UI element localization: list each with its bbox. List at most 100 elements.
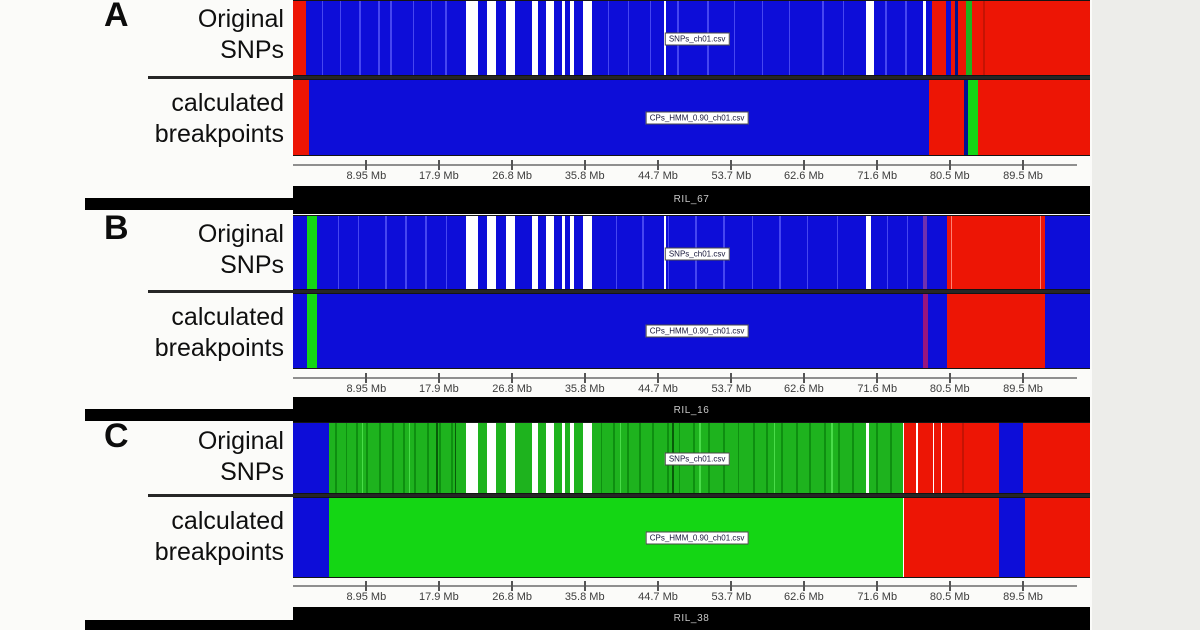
genotype-stripe bbox=[838, 423, 840, 493]
genotype-segment bbox=[316, 294, 924, 368]
genotype-stripe bbox=[454, 423, 456, 493]
genotype-segment bbox=[293, 423, 329, 493]
genotype-segment bbox=[545, 423, 554, 493]
axis-tick-label: 89.5 Mb bbox=[1003, 170, 1043, 182]
genotype-segment bbox=[570, 423, 574, 493]
genotype-stripe bbox=[795, 423, 798, 493]
genotype-stripe bbox=[842, 1, 845, 75]
genotype-segment bbox=[955, 1, 958, 75]
genotype-segment bbox=[532, 423, 539, 493]
genotype-stripe bbox=[355, 423, 358, 493]
axis-tick-label: 44.7 Mb bbox=[638, 383, 678, 395]
genotype-segment bbox=[573, 423, 584, 493]
axis-tick bbox=[511, 160, 514, 170]
genotype-stripe bbox=[852, 423, 855, 493]
axis-tick-label: 35.8 Mb bbox=[564, 591, 605, 603]
axis-ruler bbox=[293, 377, 1077, 379]
track-label: Original SNPs bbox=[60, 4, 284, 66]
genotype-stripe bbox=[366, 423, 369, 493]
genotype-segment bbox=[564, 1, 571, 75]
axis-tick-label: 80.5 Mb bbox=[929, 170, 970, 182]
genotype-segment bbox=[293, 294, 308, 368]
genotype-segment bbox=[514, 216, 533, 289]
genotype-stripe bbox=[619, 423, 622, 493]
genotype-segment bbox=[553, 423, 562, 493]
genotype-segment bbox=[945, 1, 952, 75]
track-label: calculated breakpoints bbox=[60, 88, 284, 150]
axis-tick bbox=[437, 160, 440, 170]
genotype-stripe bbox=[889, 423, 892, 493]
axis-tick bbox=[365, 581, 368, 591]
axis-tick-label: 26.8 Mb bbox=[492, 383, 533, 395]
genotype-segment bbox=[583, 423, 592, 493]
axis-tick bbox=[583, 581, 586, 591]
genotype-segment bbox=[487, 1, 497, 75]
axis-tick-label: 62.6 Mb bbox=[784, 591, 824, 603]
genotype-segment bbox=[972, 1, 1090, 75]
genotype-segment bbox=[316, 216, 466, 289]
axis-tick-label: 53.7 Mb bbox=[711, 170, 752, 182]
track-label-line: SNPs bbox=[220, 251, 284, 279]
genotype-segment bbox=[505, 1, 515, 75]
axis-tick bbox=[876, 581, 879, 591]
genotype-stripe bbox=[357, 216, 359, 289]
file-label-chip: CPs_HMM_0.90_ch01.csv bbox=[645, 111, 749, 124]
genotype-segment bbox=[293, 1, 306, 75]
axis-tick-label: 17.9 Mb bbox=[418, 170, 459, 182]
axis-tick-label: 71.6 Mb bbox=[857, 170, 898, 182]
genotype-stripe bbox=[345, 423, 348, 493]
genotype-segment bbox=[968, 80, 978, 155]
genotype-segment bbox=[573, 1, 584, 75]
axis-tick bbox=[437, 373, 440, 383]
ril-label: RIL_67 bbox=[673, 194, 710, 205]
genotype-segment bbox=[465, 216, 478, 289]
genotype-segment bbox=[545, 216, 554, 289]
genotype-segment bbox=[532, 216, 539, 289]
genotype-stripe bbox=[766, 423, 769, 493]
breakpoints-track: CPs_HMM_0.90_ch01.csv bbox=[293, 79, 1090, 156]
genotype-stripe bbox=[809, 423, 812, 493]
genotype-segment bbox=[903, 423, 1000, 493]
axis-tick bbox=[876, 373, 879, 383]
genotype-stripe bbox=[412, 1, 414, 75]
file-label-chip: SNPs_ch01.csv bbox=[664, 32, 730, 46]
genotype-segment bbox=[923, 294, 929, 368]
genotype-stripe bbox=[450, 423, 453, 493]
axis-tick bbox=[657, 373, 660, 383]
genotype-stripe bbox=[983, 1, 985, 75]
genotype-stripe bbox=[425, 216, 427, 289]
axis-tick bbox=[802, 581, 805, 591]
axis-tick-label: 44.7 Mb bbox=[638, 591, 678, 603]
genotype-stripe bbox=[652, 423, 655, 493]
genotype-segment bbox=[929, 80, 965, 155]
genotype-segment bbox=[505, 216, 515, 289]
ril-bar: RIL_67 bbox=[293, 186, 1090, 214]
genotype-stripe bbox=[390, 1, 392, 75]
axis-tick bbox=[437, 581, 440, 591]
axis-tick bbox=[730, 160, 733, 170]
file-label-chip: SNPs_ch01.csv bbox=[664, 247, 730, 261]
panel-letter: B bbox=[104, 209, 129, 247]
genotype-segment bbox=[538, 423, 546, 493]
axis-tick-label: 89.5 Mb bbox=[1003, 591, 1043, 603]
genotype-stripe bbox=[807, 216, 809, 289]
axis-tick bbox=[948, 373, 951, 383]
genotype-segment bbox=[999, 498, 1026, 577]
axis-tick bbox=[657, 581, 660, 591]
genotype-segment bbox=[957, 1, 967, 75]
track-label-line: breakpoints bbox=[154, 334, 284, 362]
genotype-stripe bbox=[335, 423, 337, 493]
axis-tick-label: 17.9 Mb bbox=[418, 591, 459, 603]
axis-tick-label: 35.8 Mb bbox=[564, 170, 605, 182]
genotype-segment bbox=[925, 1, 933, 75]
axis-tick bbox=[876, 160, 879, 170]
right-margin bbox=[1092, 0, 1200, 630]
genotype-segment bbox=[305, 1, 466, 75]
axis-tick-label: 26.8 Mb bbox=[492, 170, 533, 182]
genotype-segment bbox=[928, 294, 947, 368]
genotype-stripe bbox=[932, 423, 935, 493]
genotype-stripe bbox=[615, 216, 618, 289]
axis-ruler bbox=[293, 164, 1077, 166]
genotype-segment bbox=[866, 1, 874, 75]
genotype-stripe bbox=[940, 423, 943, 493]
